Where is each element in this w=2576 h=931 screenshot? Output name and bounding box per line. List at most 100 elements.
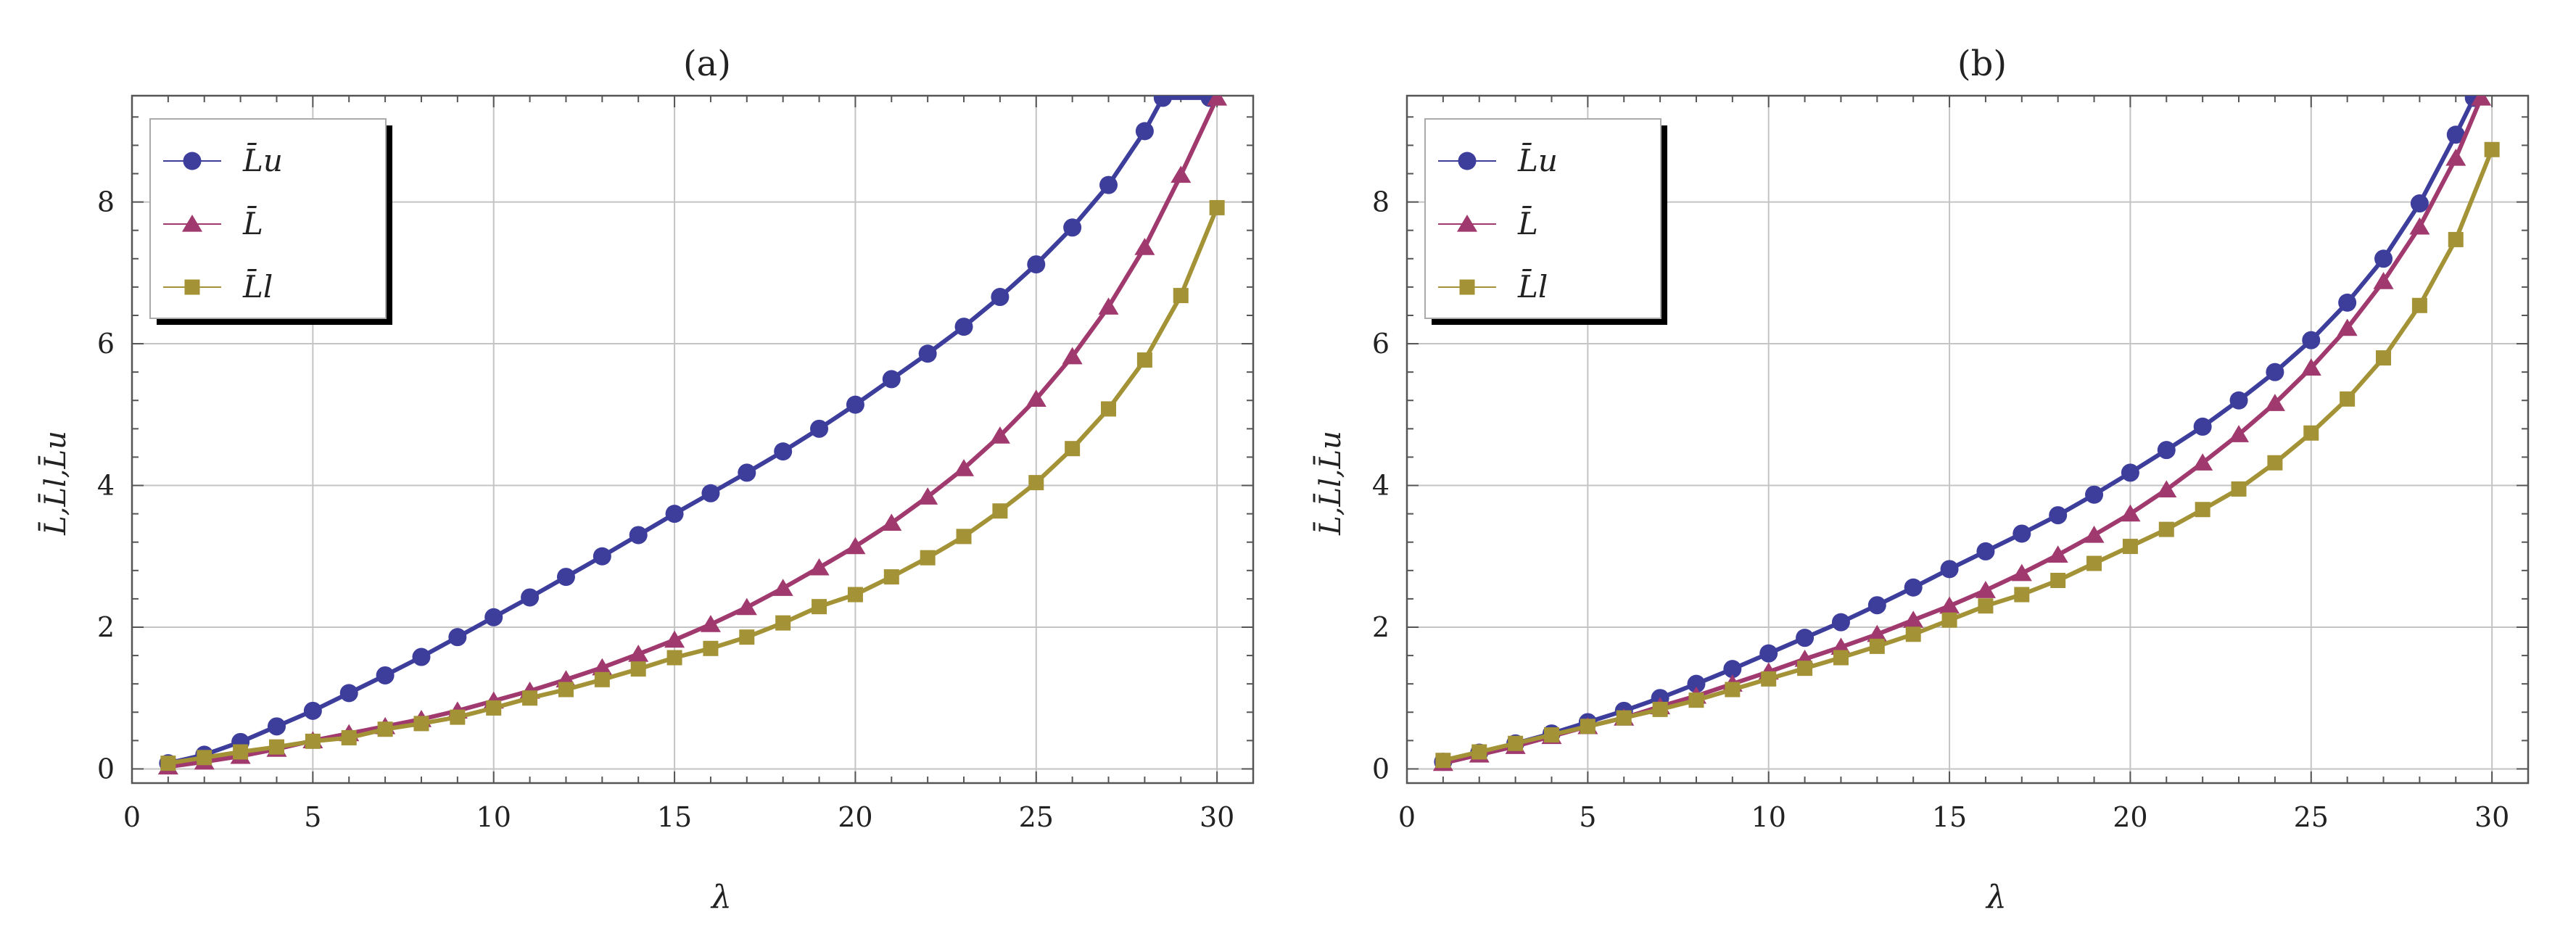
data-point-mid: [917, 487, 938, 505]
y-tick-label: 2: [1372, 611, 1390, 643]
legend-marker-upper: [1458, 152, 1477, 170]
legend-entry-mid: L̄: [1438, 204, 1538, 241]
data-point-lower: [847, 587, 863, 603]
data-point-mid: [700, 615, 721, 632]
data-point-lower: [1869, 638, 1885, 654]
data-point-lower: [739, 629, 755, 645]
data-point-lower: [1136, 352, 1152, 368]
data-point-lower: [2086, 555, 2102, 571]
data-point-lower: [1725, 682, 1741, 698]
x-tick-label: 0: [1398, 801, 1416, 833]
data-point-mid: [2445, 149, 2466, 166]
data-point-lower: [1905, 626, 1921, 642]
y-tick-label: 0: [1372, 753, 1390, 785]
data-point-lower: [413, 716, 429, 732]
x-tick-label: 20: [2113, 801, 2147, 833]
data-point-mid: [592, 658, 613, 676]
x-tick-label: 15: [657, 801, 692, 833]
data-point-lower: [1652, 701, 1668, 717]
data-point-upper: [2193, 417, 2212, 436]
data-point-lower: [992, 503, 1008, 519]
data-point-upper: [2085, 485, 2104, 504]
data-point-lower: [1028, 475, 1044, 491]
data-point-upper: [774, 442, 793, 461]
legend-marker-upper: [183, 152, 202, 170]
data-point-lower: [377, 721, 393, 737]
chart-title: (b): [1957, 44, 2007, 84]
y-tick-label: 6: [97, 328, 115, 360]
x-tick-label: 25: [2294, 801, 2329, 833]
data-point-lower: [341, 729, 357, 745]
panel-a: 0 5 10 15 20 25 30 0 2 4 6 8 λ L̄,L̄l,L̄u (a) L̄u L̄ L̄l: [38, 44, 1255, 916]
data-point-lower: [160, 756, 176, 771]
data-point-mid: [881, 513, 902, 531]
data-point-lower: [1761, 671, 1777, 687]
data-point-upper: [1099, 175, 1118, 194]
data-point-lower: [2484, 141, 2500, 157]
data-point-mid: [809, 558, 830, 576]
legend-label-mid: L̄: [242, 204, 263, 241]
data-point-lower: [2050, 572, 2066, 588]
data-point-mid: [1975, 581, 1996, 598]
data-point-mid: [2228, 425, 2250, 442]
data-point-lower: [1941, 612, 1957, 628]
data-point-upper: [954, 318, 973, 336]
legend: L̄u L̄ L̄l: [149, 118, 392, 325]
data-point-upper: [1687, 674, 1706, 693]
data-point-mid: [2409, 217, 2430, 235]
data-point-lower: [2158, 521, 2174, 537]
data-point-mid: [2192, 453, 2213, 471]
data-point-mid: [2156, 480, 2177, 498]
data-point-mid: [2337, 318, 2358, 336]
data-point-lower: [1508, 735, 1524, 751]
legend-label-upper: L̄u: [242, 141, 283, 178]
data-point-lower: [1173, 288, 1189, 304]
data-point-mid: [1867, 624, 1888, 642]
y-tick-label: 2: [97, 611, 115, 643]
data-point-mid: [845, 537, 866, 555]
legend-label-upper: L̄u: [1517, 141, 1558, 178]
x-tick-label: 10: [1751, 801, 1786, 833]
data-point-upper: [2446, 125, 2465, 144]
data-point-lower: [775, 615, 791, 631]
data-point-upper: [1867, 596, 1886, 615]
data-point-lower: [2014, 587, 2030, 603]
data-point-lower: [1471, 744, 1487, 760]
legend-label-mid: L̄: [1517, 204, 1538, 241]
data-point-mid: [2011, 563, 2032, 582]
x-axis-label: λ: [710, 879, 732, 916]
data-point-upper: [2229, 391, 2248, 410]
plot-area: [1432, 96, 2500, 771]
data-point-mid: [1939, 596, 1960, 614]
series-lower: [1435, 141, 2500, 769]
x-tick-label: 30: [2474, 801, 2509, 833]
data-point-lower: [2340, 391, 2356, 407]
data-point-upper: [484, 608, 503, 626]
data-point-lower: [1435, 753, 1451, 769]
data-point-lower: [630, 661, 646, 677]
data-point-mid: [1903, 611, 1924, 628]
legend-entry-lower: L̄l: [1438, 268, 1548, 305]
y-tick-label: 4: [97, 470, 115, 502]
data-point-upper: [1027, 255, 1046, 274]
data-point-upper: [1723, 660, 1742, 679]
data-point-lower: [920, 550, 936, 566]
data-point-upper: [521, 588, 540, 607]
data-point-lower: [1797, 661, 1813, 676]
y-tick-label: 0: [97, 753, 115, 785]
y-tick-label: 4: [1372, 470, 1390, 502]
data-point-upper: [2338, 293, 2357, 312]
data-point-upper: [412, 647, 431, 666]
data-point-upper: [303, 701, 322, 720]
series-upper: [159, 96, 1219, 773]
data-point-lower: [305, 733, 321, 749]
data-point-lower: [1101, 401, 1117, 417]
data-point-lower: [1616, 710, 1632, 726]
data-point-lower: [666, 650, 682, 666]
data-point-lower: [486, 700, 502, 716]
legend-marker-lower: [1459, 279, 1475, 295]
data-point-lower: [2122, 539, 2138, 555]
data-point-lower: [450, 709, 466, 725]
data-point-upper: [1759, 644, 1778, 663]
